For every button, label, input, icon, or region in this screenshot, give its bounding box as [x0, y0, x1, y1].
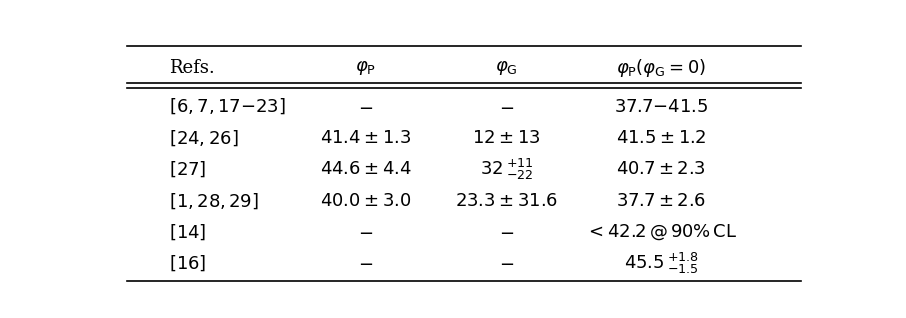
Text: Refs.: Refs.	[169, 59, 215, 77]
Text: $-$: $-$	[359, 223, 373, 241]
Text: $40.0 \pm 3.0$: $40.0 \pm 3.0$	[321, 192, 411, 210]
Text: $[1,28,29]$: $[1,28,29]$	[169, 191, 259, 211]
Text: $40.7 \pm 2.3$: $40.7 \pm 2.3$	[616, 160, 706, 178]
Text: $-$: $-$	[499, 223, 514, 241]
Text: $\varphi_{\mathrm{P}}$: $\varphi_{\mathrm{P}}$	[355, 59, 377, 77]
Text: $< 42.2\,@\,90\%\,\mathrm{CL}$: $< 42.2\,@\,90\%\,\mathrm{CL}$	[584, 222, 737, 242]
Text: $[16]$: $[16]$	[169, 254, 207, 273]
Text: $[24,26]$: $[24,26]$	[169, 128, 239, 148]
Text: $44.6 \pm 4.4$: $44.6 \pm 4.4$	[320, 160, 412, 178]
Text: $41.5 \pm 1.2$: $41.5 \pm 1.2$	[616, 129, 706, 147]
Text: $-$: $-$	[499, 254, 514, 273]
Text: $-$: $-$	[359, 98, 373, 116]
Text: $45.5\,{}^{+1.8}_{-1.5}$: $45.5\,{}^{+1.8}_{-1.5}$	[623, 251, 699, 276]
Text: $32\,{}^{+11}_{-22}$: $32\,{}^{+11}_{-22}$	[480, 157, 533, 182]
Text: $37.7{-}41.5$: $37.7{-}41.5$	[613, 98, 708, 116]
Text: $\varphi_{\mathrm{P}}(\varphi_{\mathrm{G}}=0)$: $\varphi_{\mathrm{P}}(\varphi_{\mathrm{G…	[616, 57, 706, 79]
Text: $41.4 \pm 1.3$: $41.4 \pm 1.3$	[321, 129, 411, 147]
Text: $[27]$: $[27]$	[169, 160, 207, 179]
Text: $\varphi_{\mathrm{G}}$: $\varphi_{\mathrm{G}}$	[496, 59, 517, 77]
Text: $-$: $-$	[499, 98, 514, 116]
Text: $23.3 \pm 31.6$: $23.3 \pm 31.6$	[455, 192, 558, 210]
Text: $[6,7,17{-}23]$: $[6,7,17{-}23]$	[169, 97, 286, 116]
Text: $12 \pm 13$: $12 \pm 13$	[472, 129, 541, 147]
Text: $[14]$: $[14]$	[169, 222, 207, 242]
Text: $37.7 \pm 2.6$: $37.7 \pm 2.6$	[616, 192, 706, 210]
Text: $-$: $-$	[359, 254, 373, 273]
